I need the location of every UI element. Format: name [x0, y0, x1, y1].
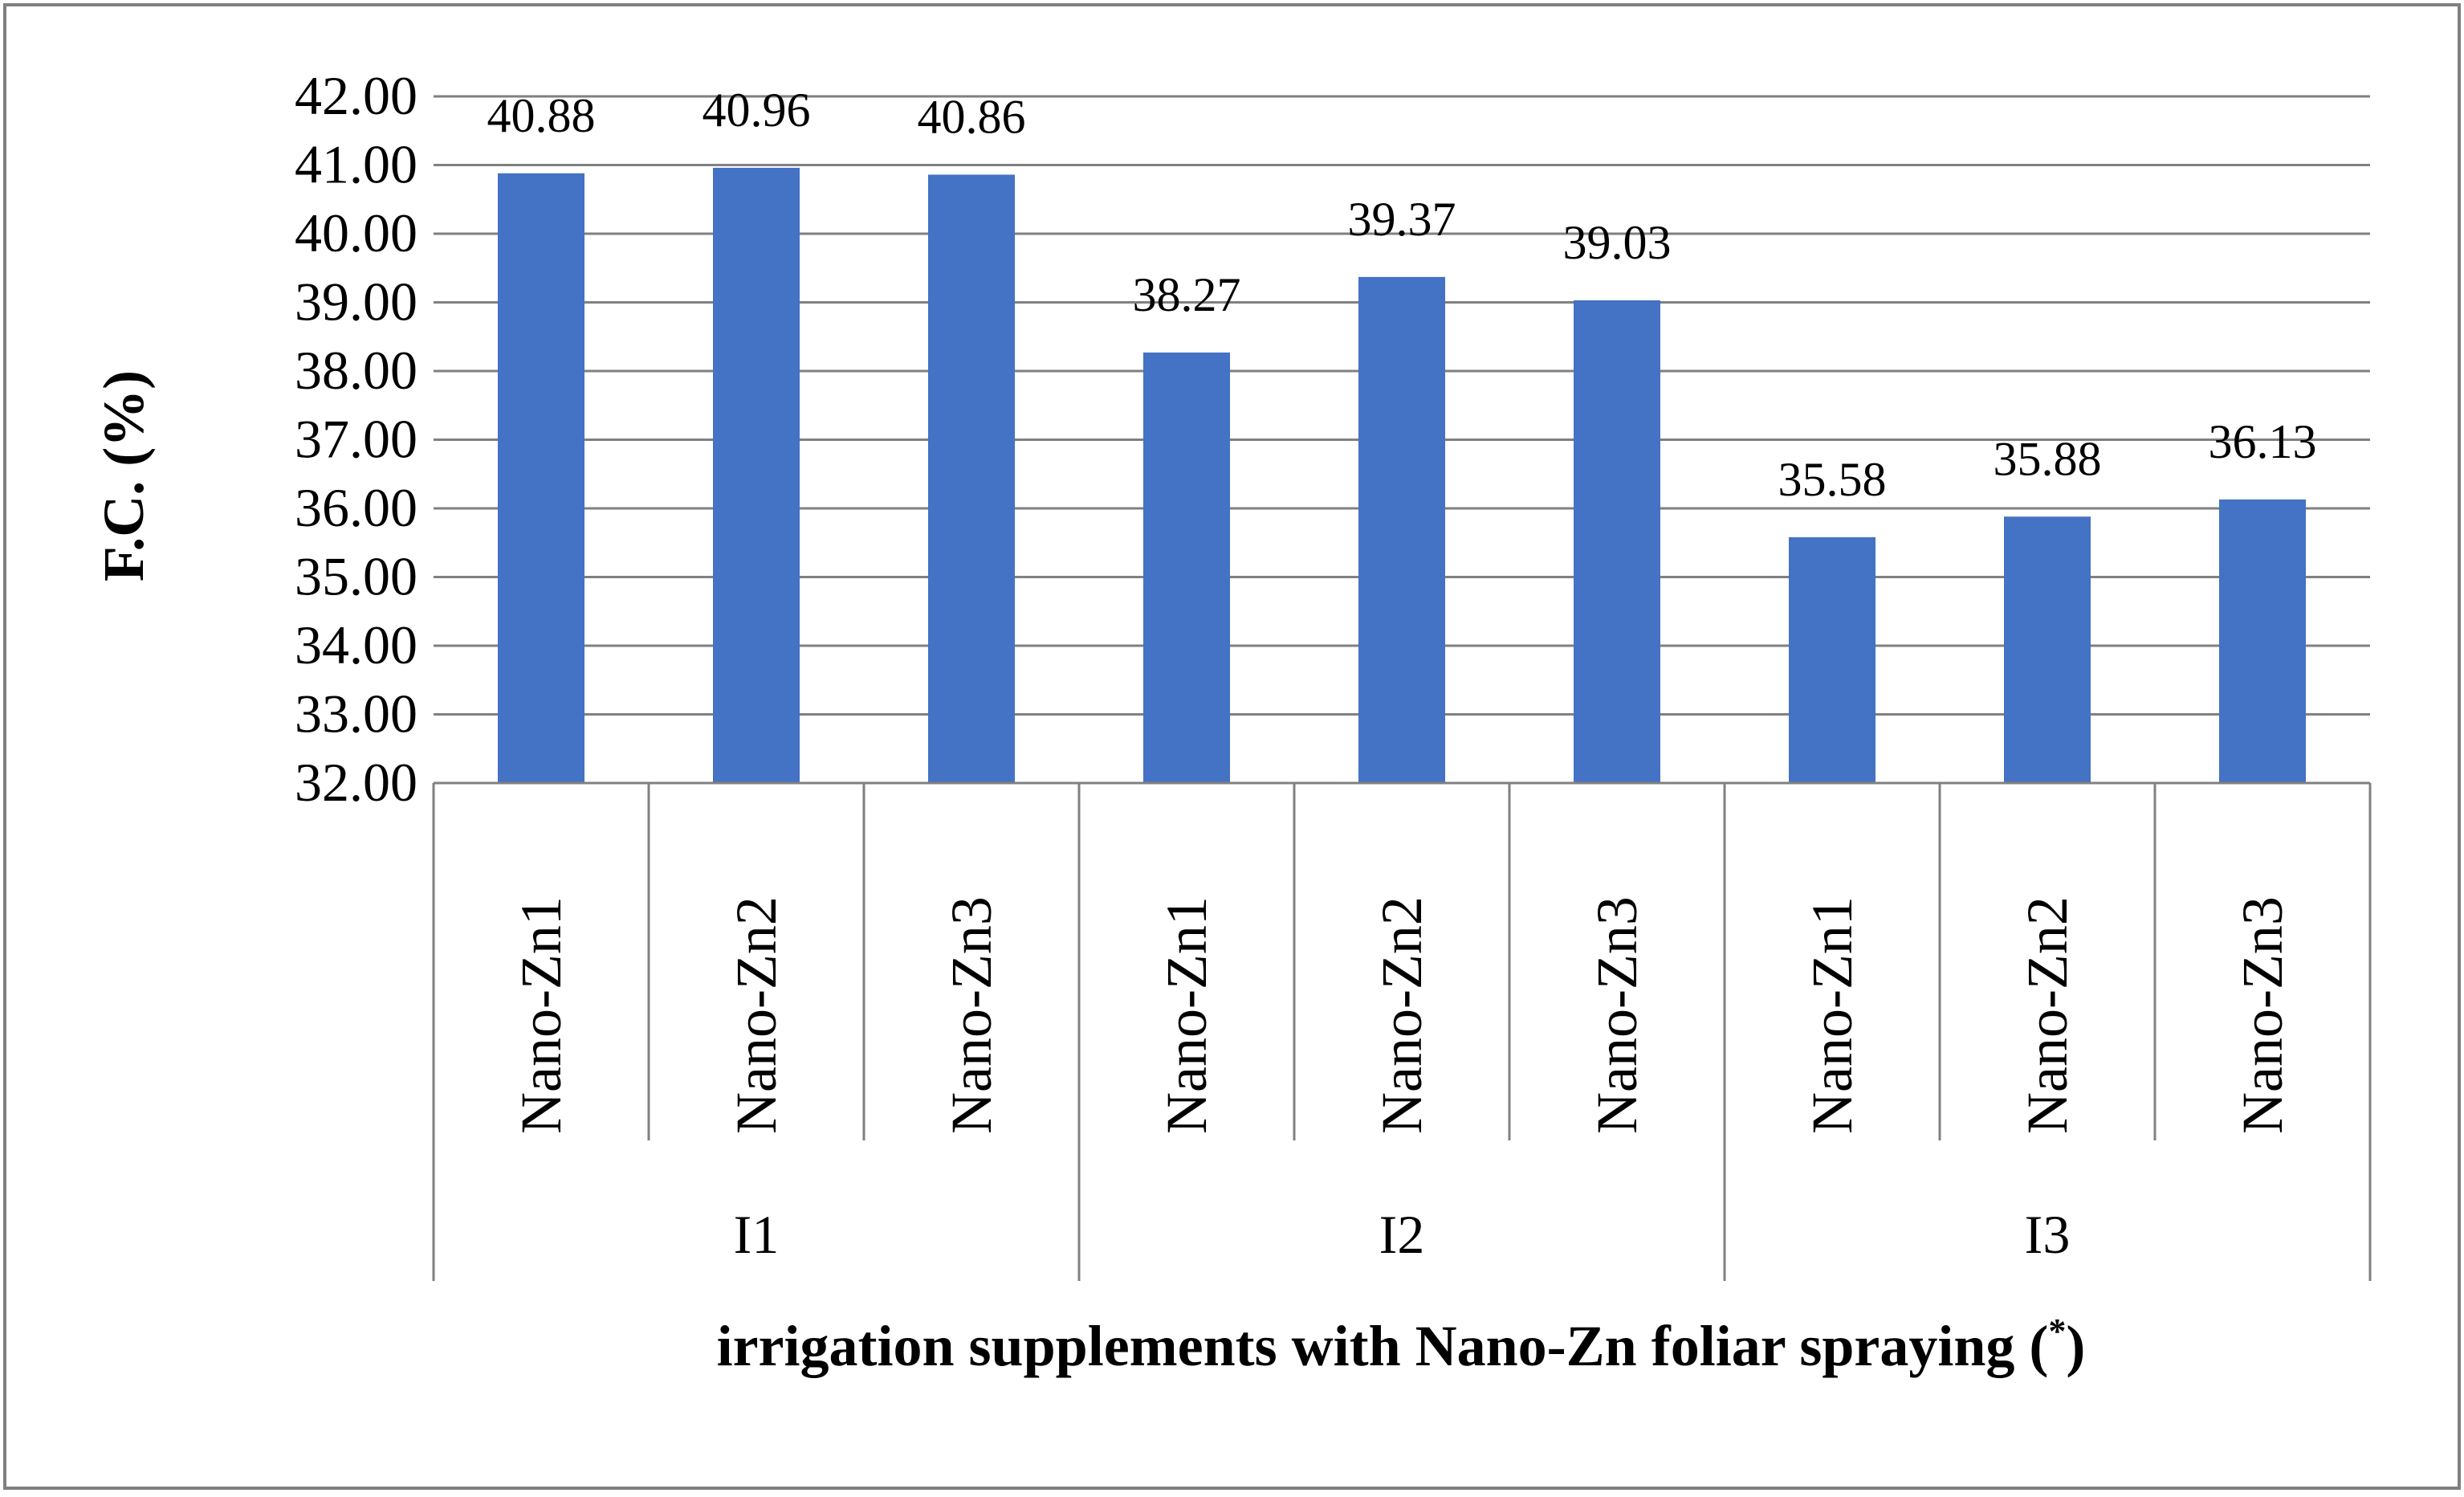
category-label: Nano-Zn3 — [1585, 896, 1649, 1134]
y-tick-label: 35.00 — [295, 546, 417, 607]
labels: 32.00 33.00 34.00 35.00 36.00 37.00 38.00 39.00… — [92, 65, 2317, 1378]
x-axis-title-text: irrigation supplements with Nano-Zn foli… — [717, 1314, 2049, 1378]
data-label: 36.13 — [2209, 415, 2317, 468]
y-tick-label: 41.00 — [295, 134, 417, 195]
bars — [498, 167, 2306, 784]
y-tick-label: 42.00 — [295, 65, 417, 126]
category-label: Nano-Zn1 — [1155, 896, 1219, 1134]
data-label: 35.58 — [1778, 453, 1887, 506]
y-tick-label: 33.00 — [295, 683, 417, 744]
group-label: I1 — [734, 1204, 780, 1265]
bar — [928, 174, 1015, 784]
y-tick-label: 39.00 — [295, 271, 417, 332]
x-axis-title: irrigation supplements with Nano-Zn foli… — [717, 1311, 2086, 1378]
x-axis-title-close: ) — [2066, 1314, 2085, 1378]
category-label: Nano-Zn2 — [724, 896, 788, 1134]
category-label: Nano-Zn3 — [2230, 896, 2295, 1134]
y-tick-label: 37.00 — [295, 409, 417, 470]
bar — [713, 167, 800, 784]
y-axis-title: F.C. (%) — [92, 370, 156, 581]
category-label: Nano-Zn2 — [2015, 896, 2079, 1134]
data-label: 39.03 — [1563, 216, 1672, 269]
y-tick-label: 32.00 — [295, 752, 417, 813]
bar — [1789, 536, 1875, 783]
y-tick-label: 36.00 — [295, 477, 417, 538]
category-label: Nano-Zn1 — [1800, 896, 1864, 1134]
bar — [498, 173, 584, 783]
group-label: I3 — [2025, 1204, 2071, 1265]
category-label: Nano-Zn3 — [939, 896, 1004, 1134]
y-tick-label: 38.00 — [295, 340, 417, 401]
category-label: Nano-Zn1 — [509, 896, 573, 1134]
group-label: I2 — [1379, 1204, 1425, 1265]
data-label: 35.88 — [1994, 432, 2102, 485]
data-label: 38.27 — [1133, 268, 1241, 321]
x-axis-title-superscript: * — [2048, 1311, 2066, 1351]
bar — [2219, 499, 2306, 783]
bar — [2004, 516, 2091, 783]
bar — [1358, 276, 1445, 783]
y-tick-label: 34.00 — [295, 614, 417, 675]
data-label: 40.86 — [918, 90, 1026, 143]
category-label: Nano-Zn2 — [1370, 896, 1434, 1134]
data-label: 39.37 — [1348, 193, 1456, 246]
y-tick-label: 40.00 — [295, 202, 417, 263]
bar — [1143, 352, 1230, 783]
axes — [432, 781, 2372, 1281]
data-label: 40.88 — [487, 89, 596, 142]
data-label: 40.96 — [703, 84, 811, 137]
bar — [1574, 300, 1660, 783]
